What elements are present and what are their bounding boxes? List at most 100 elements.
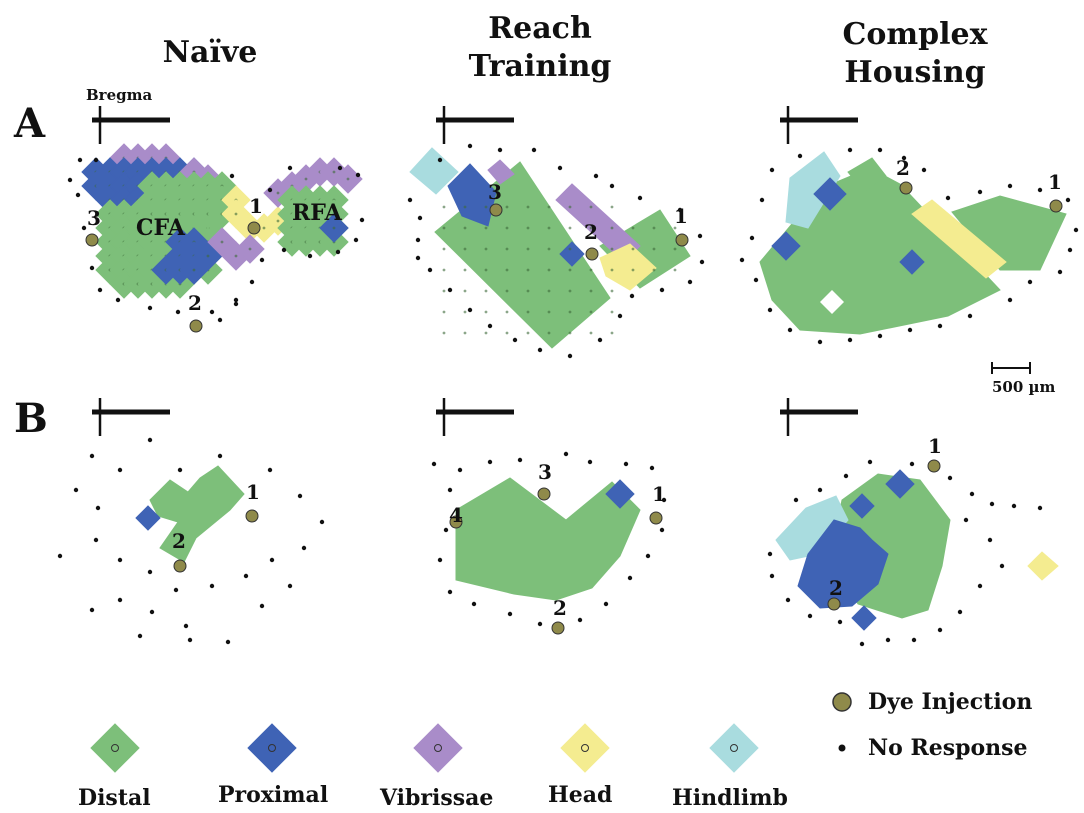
no-response-dot	[183, 623, 189, 629]
no-response-dot	[217, 317, 223, 323]
no-response-dot	[497, 147, 503, 153]
no-response-dot	[117, 557, 123, 563]
dye-injection-marker	[899, 181, 913, 195]
no-response-dot	[901, 155, 907, 161]
dye-injection-marker	[173, 559, 187, 573]
no-response-dot	[837, 619, 843, 625]
no-response-dot	[797, 153, 803, 159]
row-label-b: B	[14, 395, 48, 442]
cell-center-dot	[505, 268, 509, 272]
no-response-dot	[233, 301, 239, 307]
cell-center-dot	[652, 268, 656, 272]
no-response-dot	[557, 165, 563, 171]
no-response-dot	[769, 573, 775, 579]
no-response-dot	[859, 641, 865, 647]
dye-injection-marker	[489, 203, 503, 217]
gap-region	[820, 290, 844, 314]
legend-swatch-center	[581, 744, 589, 752]
no-response-dot	[427, 267, 433, 273]
no-response-dot	[531, 147, 537, 153]
cell-center-dot	[484, 205, 488, 209]
no-response-dot	[563, 451, 569, 457]
no-response-dot	[977, 583, 983, 589]
proximal-region	[849, 493, 875, 519]
injection-number: 2	[172, 529, 186, 553]
no-response-dot	[987, 537, 993, 543]
cell-center-dot	[610, 247, 614, 251]
no-response-dot	[259, 257, 265, 263]
no-response-dot	[617, 313, 623, 319]
no-response-dot	[147, 569, 153, 575]
no-response-dot	[749, 235, 755, 241]
no-response-dot	[587, 459, 593, 465]
cell-center-dot	[547, 205, 551, 209]
cell-center-dot	[547, 289, 551, 293]
cell-center-dot	[589, 310, 593, 314]
cell-center-dot	[463, 310, 467, 314]
injection-number: 3	[488, 180, 502, 204]
injection-number: 2	[188, 291, 202, 315]
cell-center-dot	[568, 247, 572, 251]
cell-center-dot	[248, 247, 252, 251]
row-label-a: A	[14, 100, 46, 147]
no-response-dot	[431, 461, 437, 467]
legend-swatch-distal	[90, 723, 140, 773]
cell-center-dot	[589, 289, 593, 293]
no-response-dot	[149, 609, 155, 615]
cell-center-dot	[589, 331, 593, 335]
no-response-dot	[437, 557, 443, 563]
no-response-dot	[209, 309, 215, 315]
no-response-dot	[1073, 227, 1079, 233]
cell-center-dot	[526, 226, 530, 230]
cell-center-dot	[589, 268, 593, 272]
no-response-dot	[512, 337, 518, 343]
no-response-dot	[1067, 247, 1073, 253]
injection-number: 1	[1048, 170, 1062, 194]
cell-center-dot	[484, 289, 488, 293]
no-response-dot	[597, 337, 603, 343]
cell-center-dot	[484, 226, 488, 230]
no-response-dot	[697, 233, 703, 239]
column-title-line: Housing	[844, 55, 986, 90]
no-response-dot	[767, 551, 773, 557]
no-response-dot	[787, 327, 793, 333]
cell-center-dot	[304, 177, 308, 181]
no-response-dot	[947, 475, 953, 481]
column-title-naive: Naïve	[95, 34, 325, 72]
no-response-dot	[267, 187, 273, 193]
cell-center-dot	[276, 219, 280, 223]
no-response-dot	[785, 597, 791, 603]
cell-center-dot	[610, 310, 614, 314]
hindlimb-region	[409, 147, 459, 195]
no-response-dot	[93, 537, 99, 543]
no-response-dot	[977, 189, 983, 195]
cell-center-dot	[568, 310, 572, 314]
no-response-dot	[471, 601, 477, 607]
no-response-dot	[457, 467, 463, 473]
injection-number: 4	[449, 503, 463, 527]
cell-center-dot	[346, 177, 350, 181]
no-response-dot	[209, 583, 215, 589]
no-response-dot	[967, 313, 973, 319]
cell-center-dot	[484, 310, 488, 314]
cell-center-dot	[442, 331, 446, 335]
cell-center-dot	[484, 268, 488, 272]
no-response-dot	[89, 453, 95, 459]
dye-injection-marker	[449, 515, 463, 529]
cell-center-dot	[234, 212, 238, 216]
cell-center-dot	[568, 331, 572, 335]
no-response-dot	[885, 637, 891, 643]
legend-swatch-center	[268, 744, 276, 752]
no-response-dot	[957, 609, 963, 615]
distal-region	[455, 477, 641, 601]
injection-number: 2	[584, 220, 598, 244]
cell-center-dot	[547, 268, 551, 272]
no-response-dot	[437, 157, 443, 163]
cell-center-dot	[463, 331, 467, 335]
no-response-dot	[753, 277, 759, 283]
cell-center-dot	[673, 268, 677, 272]
injection-number: 3	[538, 460, 552, 484]
no-response-dot	[117, 597, 123, 603]
cell-center-dot	[220, 240, 224, 244]
